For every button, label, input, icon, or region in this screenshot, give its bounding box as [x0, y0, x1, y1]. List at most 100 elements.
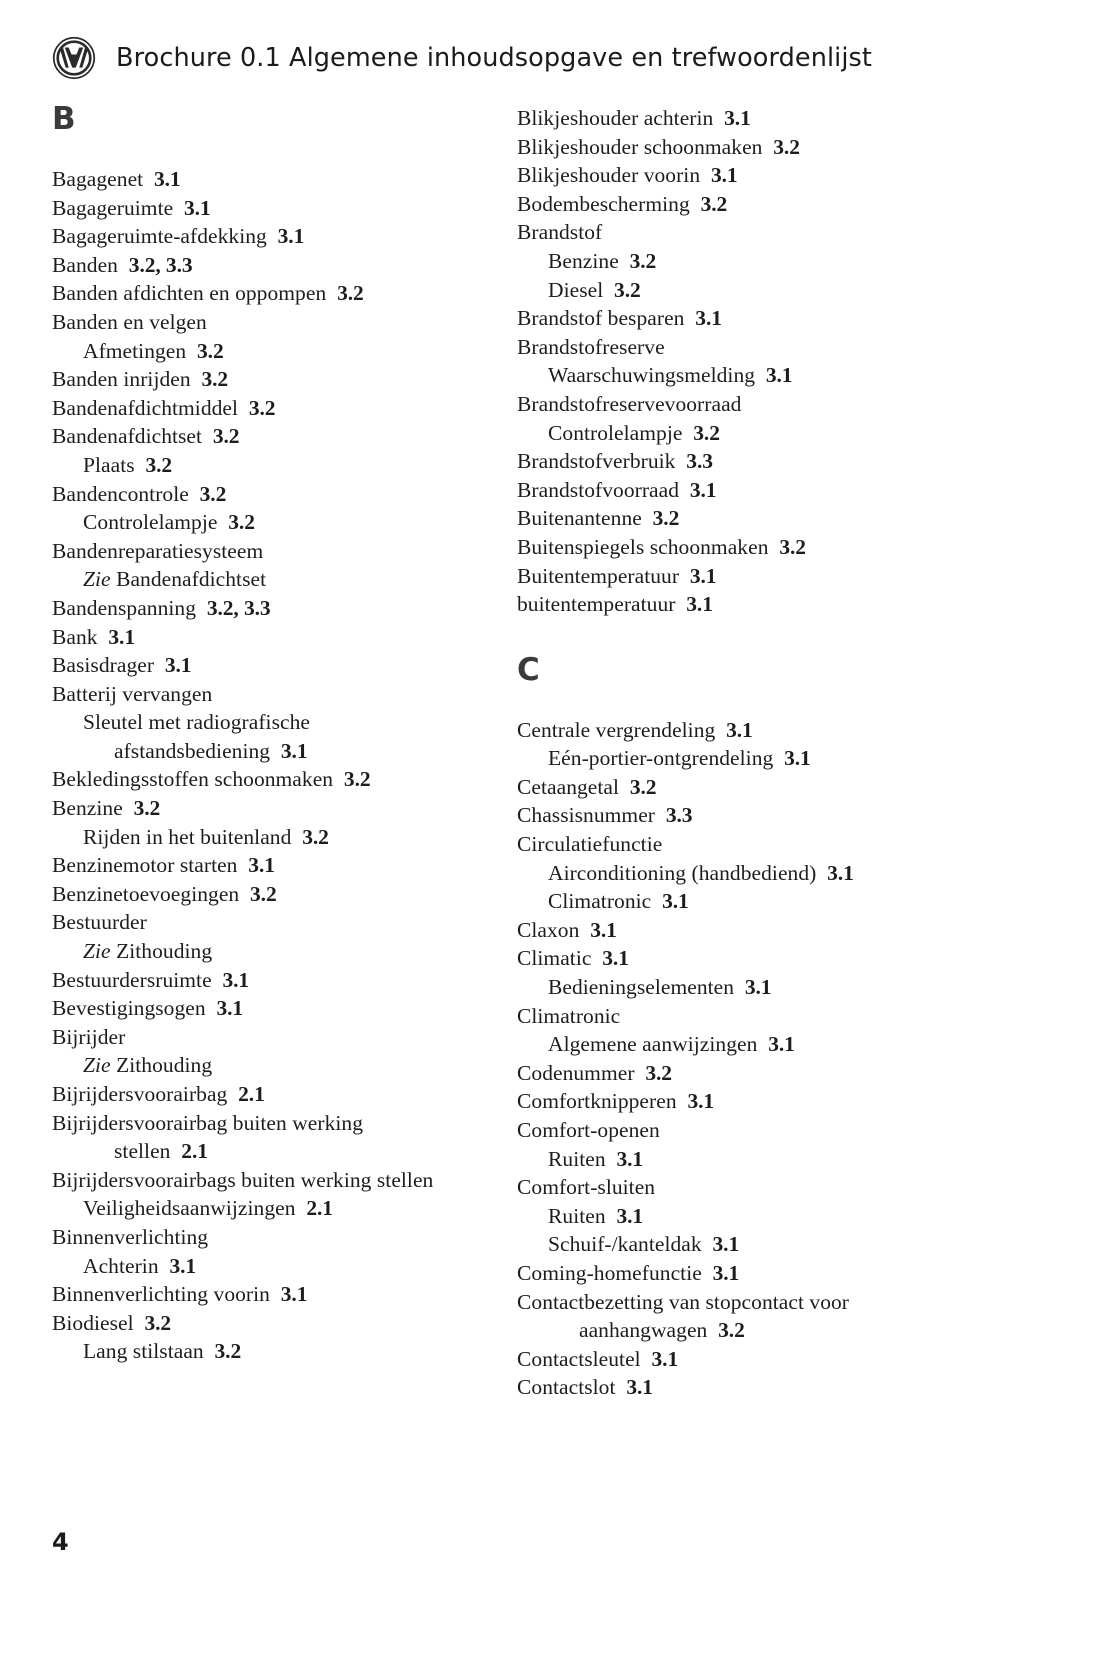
index-entry-text: Bank — [52, 624, 98, 649]
index-entry-pageref: 3.2 — [614, 277, 641, 302]
index-entry[interactable]: Bestuurdersruimte 3.1 — [52, 966, 522, 995]
index-entry[interactable]: Bandenafdichtset 3.2 — [52, 422, 522, 451]
index-entry[interactable]: Benzinemotor starten 3.1 — [52, 851, 522, 880]
index-entry[interactable]: Circulatiefunctie — [517, 830, 987, 859]
index-entry-pageref: 3.1 — [280, 738, 308, 763]
index-entry[interactable]: Sleutel met radiografische — [52, 708, 522, 737]
index-entry[interactable]: Diesel 3.2 — [517, 276, 987, 305]
index-entry-text: Bestuurdersruimte — [52, 967, 212, 992]
index-entry[interactable]: Buitentemperatuur 3.1 — [517, 562, 987, 591]
index-entry[interactable]: Blikjeshouder schoonmaken 3.2 — [517, 133, 987, 162]
index-entry[interactable]: Ruiten 3.1 — [517, 1202, 987, 1231]
index-entry[interactable]: Schuif-/kanteldak 3.1 — [517, 1230, 987, 1259]
index-entry-pageref: 2.1 — [306, 1196, 333, 1221]
index-entry[interactable]: Eén-portier-ontgrendeling 3.1 — [517, 744, 987, 773]
index-entry[interactable]: Bijrijdersvoorairbag buiten werking — [52, 1109, 522, 1138]
index-entry[interactable]: Bandenafdichtmiddel 3.2 — [52, 394, 522, 423]
index-entry[interactable]: Bijrijdersvoorairbag 2.1 — [52, 1080, 522, 1109]
index-entry[interactable]: afstandsbediening 3.1 — [52, 737, 522, 766]
index-entry[interactable]: Brandstof — [517, 218, 987, 247]
index-entry[interactable]: Bank 3.1 — [52, 623, 522, 652]
index-entry[interactable]: buitentemperatuur 3.1 — [517, 590, 987, 619]
index-entry-pageref: 3.1 — [827, 860, 854, 885]
index-entry[interactable]: Bekledingsstoffen schoonmaken 3.2 — [52, 765, 522, 794]
index-entry[interactable]: Bagageruimte 3.1 — [52, 194, 522, 223]
index-entry[interactable]: Banden 3.2, 3.3 — [52, 251, 522, 280]
index-entry[interactable]: Centrale vergrendeling 3.1 — [517, 716, 987, 745]
index-entry[interactable]: Airconditioning (handbediend) 3.1 — [517, 859, 987, 888]
index-entry[interactable]: Benzine 3.2 — [517, 247, 987, 276]
index-entry[interactable]: Biodiesel 3.2 — [52, 1309, 522, 1338]
index-entry[interactable]: Bijrijder — [52, 1023, 522, 1052]
index-entry[interactable]: Blikjeshouder voorin 3.1 — [517, 161, 987, 190]
index-entry-text: buitentemperatuur — [517, 592, 676, 617]
index-entry[interactable]: Bedieningselementen 3.1 — [517, 973, 987, 1002]
index-entry[interactable]: Bevestigingsogen 3.1 — [52, 994, 522, 1023]
index-entry[interactable]: Banden en velgen — [52, 308, 522, 337]
index-entry[interactable]: Banden inrijden 3.2 — [52, 365, 522, 394]
index-entry[interactable]: Comfort-sluiten — [517, 1173, 987, 1202]
index-entry[interactable]: Contactslot 3.1 — [517, 1373, 987, 1402]
index-entry[interactable]: Bandenreparatiesysteem — [52, 537, 522, 566]
index-entry[interactable]: Controlelampje 3.2 — [517, 419, 987, 448]
index-entry[interactable]: Brandstofreservevoorraad — [517, 390, 987, 419]
index-entry[interactable]: Batterij vervangen — [52, 680, 522, 709]
index-entry[interactable]: Waarschuwingsmelding 3.1 — [517, 361, 987, 390]
index-entry-pageref: 3.1 — [726, 717, 753, 742]
index-entry[interactable]: Plaats 3.2 — [52, 451, 522, 480]
index-entry[interactable]: Brandstofreserve — [517, 333, 987, 362]
index-entry-pageref: 3.1 — [689, 563, 717, 588]
index-entry[interactable]: Benzine 3.2 — [52, 794, 522, 823]
index-entry[interactable]: Bestuurder — [52, 908, 522, 937]
index-entry[interactable]: Bodembescherming 3.2 — [517, 190, 987, 219]
index-entry[interactable]: stellen 2.1 — [52, 1137, 522, 1166]
index-entry-text: Buitenantenne — [517, 506, 642, 531]
index-entry[interactable]: Bijrijdersvoorairbags buiten werking ste… — [52, 1166, 522, 1195]
index-entry[interactable]: Afmetingen 3.2 — [52, 337, 522, 366]
index-entry-pageref: 3.2 — [629, 774, 657, 799]
index-entry[interactable]: Climatronic 3.1 — [517, 887, 987, 916]
index-entry[interactable]: Codenummer 3.2 — [517, 1059, 987, 1088]
index-entry[interactable]: Brandstof besparen 3.1 — [517, 304, 987, 333]
index-entry[interactable]: Controlelampje 3.2 — [52, 508, 522, 537]
index-entry[interactable]: Lang stilstaan 3.2 — [52, 1337, 522, 1366]
index-entry[interactable]: Contactsleutel 3.1 — [517, 1345, 987, 1374]
index-entry[interactable]: Comfortknipperen 3.1 — [517, 1087, 987, 1116]
index-entry[interactable]: Rijden in het buitenland 3.2 — [52, 823, 522, 852]
index-entry[interactable]: Binnenverlichting — [52, 1223, 522, 1252]
index-entry[interactable]: Claxon 3.1 — [517, 916, 987, 945]
index-entry[interactable]: Veiligheidsaanwijzingen 2.1 — [52, 1194, 522, 1223]
index-entry[interactable]: Binnenverlichting voorin 3.1 — [52, 1280, 522, 1309]
index-entry-pageref: 3.1 — [710, 163, 738, 188]
index-entry[interactable]: Climatic 3.1 — [517, 944, 987, 973]
index-entry[interactable]: Coming-homefunctie 3.1 — [517, 1259, 987, 1288]
index-entry[interactable]: Zie Bandenafdichtset — [52, 565, 522, 594]
index-entry[interactable]: Zie Zithouding — [52, 1051, 522, 1080]
index-entry[interactable]: Chassisnummer 3.3 — [517, 801, 987, 830]
index-entry[interactable]: Brandstofvoorraad 3.1 — [517, 476, 987, 505]
index-entry[interactable]: Bagageruimte-afdekking 3.1 — [52, 222, 522, 251]
index-entry[interactable]: Cetaangetal 3.2 — [517, 773, 987, 802]
index-entry[interactable]: Buitenspiegels schoonmaken 3.2 — [517, 533, 987, 562]
index-entry[interactable]: Bagagenet 3.1 — [52, 165, 522, 194]
index-entry[interactable]: Bandencontrole 3.2 — [52, 480, 522, 509]
index-entry[interactable]: Comfort-openen — [517, 1116, 987, 1145]
index-entry[interactable]: Ruiten 3.1 — [517, 1145, 987, 1174]
index-entry[interactable]: Achterin 3.1 — [52, 1252, 522, 1281]
index-entry[interactable]: Climatronic — [517, 1002, 987, 1031]
index-entry[interactable]: Banden afdichten en oppompen 3.2 — [52, 279, 522, 308]
index-entry-list-right-c: Centrale vergrendeling 3.1 Eén-portier-on… — [517, 716, 987, 1402]
index-entry-text: Banden inrijden — [52, 367, 191, 392]
index-entry[interactable]: Blikjeshouder achterin 3.1 — [517, 104, 987, 133]
index-entry[interactable]: Zie Zithouding — [52, 937, 522, 966]
index-entry[interactable]: Buitenantenne 3.2 — [517, 504, 987, 533]
index-entry[interactable]: Benzinetoevoegingen 3.2 — [52, 880, 522, 909]
index-entry[interactable]: Brandstofverbruik 3.3 — [517, 447, 987, 476]
index-entry[interactable]: aanhangwagen 3.2 — [517, 1316, 987, 1345]
index-entry[interactable]: Algemene aanwijzingen 3.1 — [517, 1030, 987, 1059]
index-entry[interactable]: Basisdrager 3.1 — [52, 651, 522, 680]
index-entry[interactable]: Contactbezetting van stopcontact voor — [517, 1288, 987, 1317]
index-entry[interactable]: Bandenspanning 3.2, 3.3 — [52, 594, 522, 623]
index-entry-text: Contactbezetting van stopcontact voor — [517, 1289, 850, 1314]
index-entry-pageref: 3.1 — [616, 1203, 644, 1228]
